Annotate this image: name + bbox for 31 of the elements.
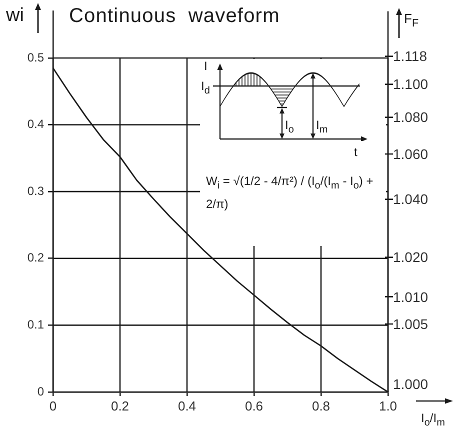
text: 1.040 (393, 191, 428, 208)
annotation: I$_{o}$ (285, 118, 294, 138)
text: 1.010 (393, 288, 428, 305)
text: 1.000 (393, 376, 428, 392)
annotation: I (204, 59, 208, 73)
y-tick-label: 0 (37, 384, 44, 398)
x-axis-title: I$_{o}$/I$_{m}$ (421, 411, 445, 430)
chart-title: Continuous waveform (69, 5, 280, 28)
x-tick-label: 0.2 (110, 398, 130, 414)
text: 1.020 (393, 249, 428, 266)
x-tick-label: 0.8 (312, 398, 330, 414)
annotation: I$_{m}$ (316, 118, 328, 138)
y-axis-title: wi (6, 5, 24, 27)
y-tick-label: 0.2 (27, 250, 44, 265)
y-tick-label: 0.5 (27, 50, 44, 64)
text: 1.100 (393, 76, 428, 92)
annotation: t (354, 145, 358, 159)
x-tick-label: 1.0 (378, 398, 398, 414)
text: 1.005 (393, 316, 428, 332)
x-tick-label: 0 (49, 398, 57, 414)
y-tick-label: 0.1 (27, 318, 44, 332)
text: W$_{i}$ = √(1/2 - 4/π²) / (I$_{o}$/(I$_{m}$ - I$_{o}$) + 2/π) (206, 174, 374, 212)
x-tick-label: 0.6 (244, 398, 264, 414)
annotation: I$_{d}$ (201, 79, 210, 98)
y-tick-label: 0.4 (27, 117, 44, 132)
y2-axis-title: F$_{F}$ (404, 11, 419, 32)
text: 1.060 (393, 146, 428, 162)
y-tick-label: 0.3 (27, 184, 44, 198)
text: 1.118 (393, 48, 427, 64)
x-tick-label: 0.4 (178, 398, 196, 414)
text: 1.080 (393, 109, 428, 126)
